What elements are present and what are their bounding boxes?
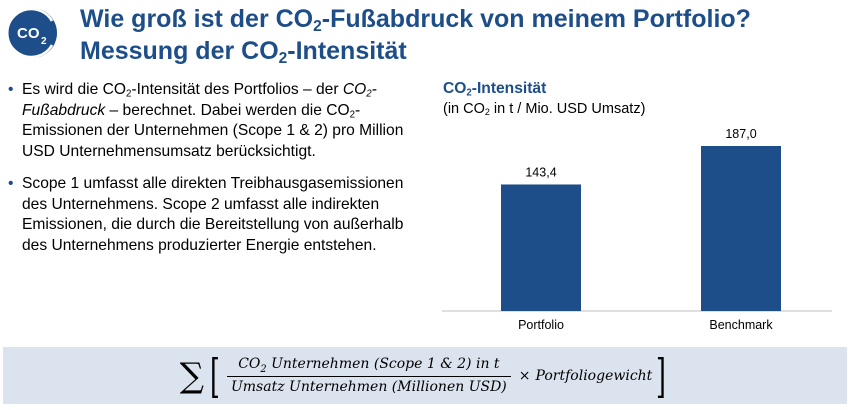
logo-text: CO xyxy=(17,25,40,42)
value-label-benchmark: 187,0 xyxy=(725,127,756,141)
value-label-portfolio: 143,4 xyxy=(525,165,556,179)
chart-subtitle: (in CO2 in t / Mio. USD Umsatz) xyxy=(443,101,646,118)
logo-subscript: 2 xyxy=(41,36,47,47)
bullet-co2-intensity: • Es wird die CO2-Intensität des Portfol… xyxy=(8,81,404,160)
category-label-portfolio: Portfolio xyxy=(518,318,564,332)
denominator: Umsatz Unternehmen (Millionen USD) xyxy=(226,376,511,395)
title-line-1: Wie groß ist der CO2-Fußabdruck von mein… xyxy=(80,5,751,35)
sum-symbol: ∑ xyxy=(179,355,205,396)
bar-benchmark xyxy=(701,146,781,311)
bar-portfolio xyxy=(501,184,581,311)
numerator: CO2 Unternehmen (Scope 1 & 2) in t xyxy=(238,355,500,375)
chart-title: CO2-Intensität xyxy=(443,80,547,99)
co2-intensity-formula: ∑ [ CO2 Unternehmen (Scope 1 & 2) in t U… xyxy=(180,353,671,399)
bullet-dot: • xyxy=(8,81,14,98)
bullet-scope-definition: • Scope 1 umfasst alle direkten Treibhau… xyxy=(8,175,404,254)
fraction: CO2 Unternehmen (Scope 1 & 2) in t Umsat… xyxy=(226,355,511,395)
formula-banner: ∑ [ CO2 Unternehmen (Scope 1 & 2) in t U… xyxy=(3,347,847,404)
bullet-dot: • xyxy=(8,175,14,192)
close-bracket: ] xyxy=(656,348,667,403)
category-label-benchmark: Benchmark xyxy=(709,318,773,332)
times-symbol: × xyxy=(518,367,531,384)
co2-logo: CO 2 xyxy=(6,7,57,59)
bar-chart: 143,4 Portfolio 187,0 Benchmark xyxy=(442,127,832,332)
bullet-list: • Es wird die CO2-Intensität des Portfol… xyxy=(8,80,428,268)
title-line-2: Messung der CO2-Intensität xyxy=(80,37,407,67)
portfolio-weight: Portfoliogewicht xyxy=(535,367,653,384)
page-title: Wie groß ist der CO2-Fußabdruck von mein… xyxy=(80,3,840,67)
open-bracket: [ xyxy=(210,348,220,403)
